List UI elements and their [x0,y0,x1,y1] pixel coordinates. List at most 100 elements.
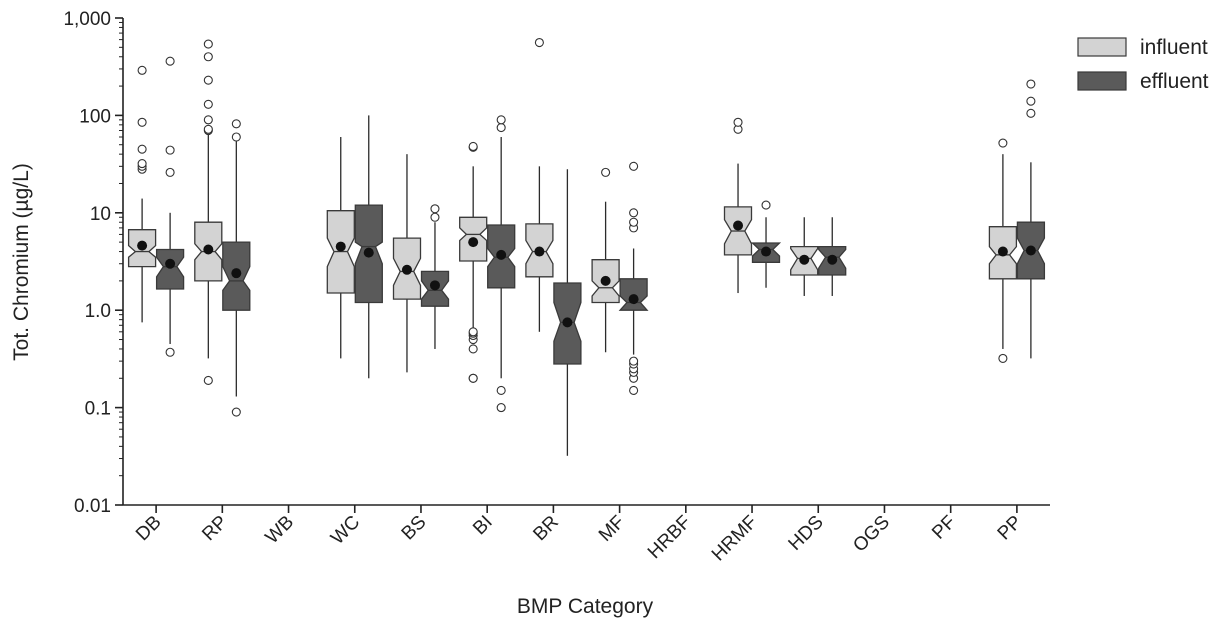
outlier-point [165,167,175,177]
x-tick-label: OGS [849,512,894,557]
box-PP-influent [988,138,1018,363]
outlier-point [534,37,544,48]
x-tick-label: HRBF [644,512,695,563]
outlier-point [165,347,175,357]
box-BS-influent [392,154,422,373]
x-tick-label: WB [262,512,298,548]
y-tick-label: 1,000 [63,9,111,30]
box-MF-influent [591,167,620,353]
series-influent [127,37,1018,385]
box-MF-effluent [618,161,649,395]
x-tick-label: HRMF [708,512,762,566]
mean-marker [468,237,479,248]
x-tick-label: DB [132,512,166,546]
box-BI-influent [459,141,488,383]
mean-marker [363,247,374,258]
x-tick-label: BI [469,512,497,540]
box-RP-effluent [222,119,251,417]
outlier-point [496,115,506,125]
mean-marker [1025,245,1036,256]
outlier-point [137,65,147,75]
outlier-point [629,161,639,171]
mean-marker [562,317,573,328]
mean-marker [203,244,214,255]
legend: influent effluent [1077,36,1209,93]
mean-marker [165,258,176,269]
outlier-point [998,353,1008,363]
x-tick-label: MF [595,512,629,546]
x-tick-label: BS [398,512,431,545]
outlier-point [430,204,440,214]
outlier-point [137,117,147,127]
outlier-point [629,356,639,366]
y-tick-label: 0.01 [74,496,111,517]
outlier-point [203,115,213,125]
outlier-point [998,138,1008,148]
outlier-point [629,385,639,395]
outlier-point [468,141,478,151]
mean-marker [997,246,1008,257]
outlier-point [203,375,213,385]
y-tick-label: 100 [79,106,111,127]
mean-marker [401,264,412,275]
outlier-point [165,56,175,66]
legend-label: effluent [1140,70,1209,93]
mean-marker [799,254,810,265]
legend-label: influent [1140,36,1208,59]
outlier-point [203,124,213,134]
x-tick-label: PF [928,512,960,544]
outlier-point [496,123,506,133]
mean-marker [534,246,545,257]
mean-marker [496,249,507,260]
outlier-point [629,217,639,227]
mean-marker [827,254,838,265]
outlier-point [137,144,147,154]
outlier-point [468,373,478,383]
box-PP-effluent [1016,79,1046,359]
outlier-point [1026,96,1036,106]
legend-swatch [1077,37,1127,57]
outlier-point [1026,79,1036,89]
outlier-point [203,99,213,109]
outlier-point [761,200,771,210]
x-axis: DB RP WB WC BS BI BR MF HRBF HRMF HDS OGS PF PP [123,504,1050,566]
box-BR-effluent [553,169,582,456]
box-HDS-influent [790,217,819,296]
y-tick-label: 10 [90,204,111,225]
x-tick-label: HDS [785,512,828,555]
box-DB-effluent [155,56,185,357]
mean-marker [600,275,611,286]
legend-swatch [1077,71,1127,91]
box-HRMF-influent [723,117,753,294]
box-BS-effluent [420,204,450,349]
mean-marker [429,280,440,291]
x-tick-label: PP [994,512,1027,545]
box-HDS-effluent [818,217,847,296]
x-tick-label: BR [529,512,563,546]
x-tick-label: WC [327,512,364,549]
box-series [127,37,1046,456]
y-axis-title: Tot. Chromium (µg/L) [10,163,33,361]
outlier-point [137,159,147,169]
box-HRMF-effluent [750,200,782,288]
outlier-point [733,117,743,127]
outlier-point [203,52,213,62]
y-axis: 0.01 0.1 1.0 10 100 1,000 [63,9,124,517]
y-tick-label: 0.1 [85,399,111,420]
x-tick-label: RP [198,512,232,546]
outlier-point [496,403,506,413]
box-WC-influent [326,137,355,359]
x-axis-title: BMP Category [517,595,654,618]
outlier-point [203,39,213,49]
mean-marker [137,240,148,251]
box-WC-effluent [354,115,383,379]
mean-marker [335,241,346,252]
outlier-point [629,208,639,218]
outlier-point [203,75,213,85]
mean-marker [733,220,744,231]
mean-marker [231,268,242,279]
outlier-point [231,407,241,417]
y-tick-label: 1.0 [85,301,111,322]
legend-item-effluent: effluent [1077,70,1209,93]
